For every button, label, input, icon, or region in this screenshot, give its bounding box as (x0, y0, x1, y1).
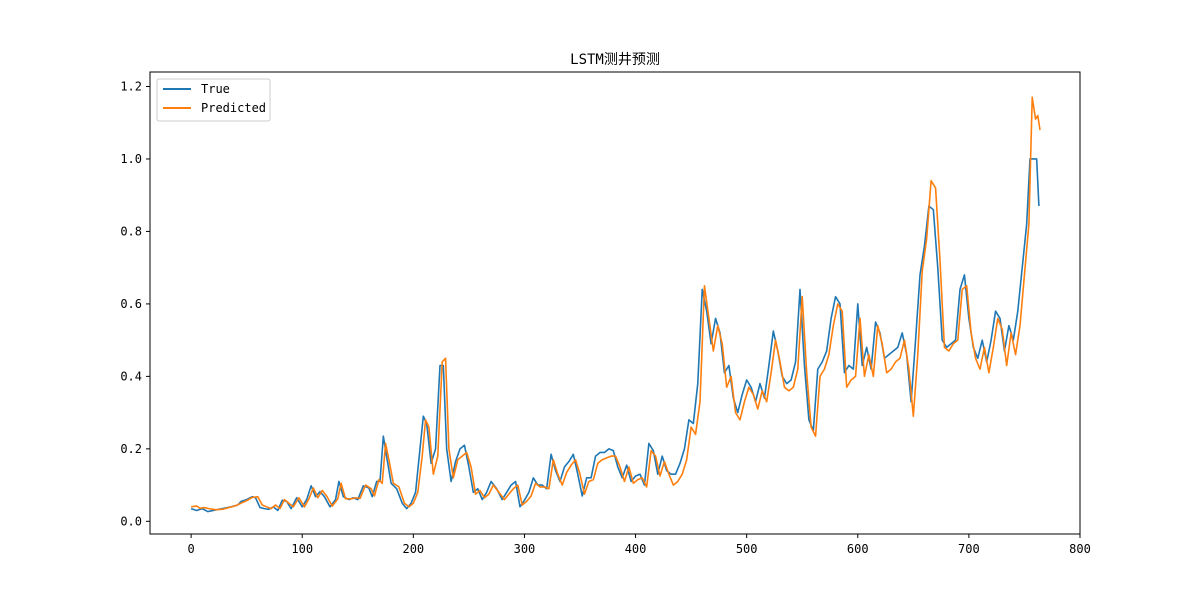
x-tick-label: 800 (1069, 542, 1091, 556)
y-tick-label: 0.6 (120, 297, 142, 311)
x-axis: 0 100 200 300 400 500 600 700 800 (187, 534, 1091, 556)
legend: True Predicted (156, 78, 271, 122)
x-tick-label: 500 (736, 542, 758, 556)
plot-lines (190, 96, 1041, 513)
y-tick-label: 0.2 (120, 442, 142, 456)
y-axis: 0.0 0.2 0.4 0.6 0.8 1.0 1.2 (120, 79, 150, 528)
x-tick-label: 700 (958, 542, 980, 556)
y-tick-label: 0.8 (120, 224, 142, 238)
legend-label-true: True (201, 82, 230, 96)
x-tick-label: 200 (402, 542, 424, 556)
y-tick-label: 0.0 (120, 514, 142, 528)
series-line-predicted (191, 96, 1041, 511)
plot-area-frame (149, 71, 1081, 535)
x-tick-label: 0 (187, 542, 194, 556)
y-tick-label: 1.0 (120, 152, 142, 166)
x-tick-label: 400 (625, 542, 647, 556)
y-tick-label: 1.2 (120, 79, 142, 93)
chart-title: LSTM测井预测 (570, 52, 660, 68)
x-tick-label: 100 (291, 542, 313, 556)
y-tick-label: 0.4 (120, 369, 142, 383)
legend-label-predicted: Predicted (201, 101, 266, 115)
x-tick-label: 600 (847, 542, 869, 556)
x-tick-label: 300 (514, 542, 536, 556)
